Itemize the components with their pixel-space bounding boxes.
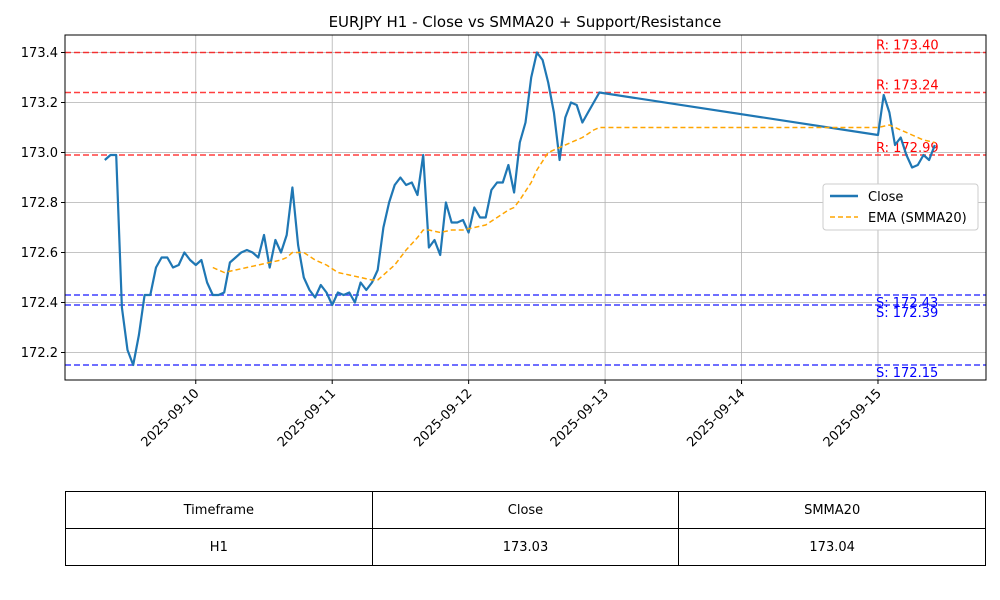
resistance-level-label: R: 172.99 bbox=[876, 141, 939, 156]
table-cell-timeframe: H1 bbox=[65, 528, 373, 566]
legend-smma-label: EMA (SMMA20) bbox=[868, 211, 967, 226]
table-cell-smma20: 173.04 bbox=[678, 528, 986, 566]
support-level-label: S: 172.15 bbox=[876, 366, 938, 381]
chart-area: EURJPY H1 - Close vs SMMA20 + Support/Re… bbox=[21, 13, 987, 450]
x-tick-label: 2025-09-15 bbox=[821, 386, 885, 450]
support-level-label: S: 172.43 bbox=[876, 296, 938, 311]
y-tick-label: 173.2 bbox=[21, 96, 58, 111]
table-header-close: Close bbox=[371, 491, 680, 529]
resistance-level-label: R: 173.24 bbox=[876, 79, 939, 94]
y-axis: 172.2 172.4 172.6 172.8 173.0 173.2 173.4 bbox=[21, 46, 65, 361]
y-tick-label: 172.2 bbox=[21, 346, 58, 361]
x-tick-label: 2025-09-13 bbox=[548, 386, 612, 450]
x-tick-label: 2025-09-11 bbox=[275, 386, 339, 450]
support-level-label: S: 172.39 bbox=[876, 306, 938, 321]
legend: Close EMA (SMMA20) bbox=[822, 183, 979, 231]
y-tick-label: 172.6 bbox=[21, 246, 58, 261]
table-header-row: Timeframe Close SMMA20 bbox=[65, 491, 986, 529]
y-tick-label: 172.8 bbox=[21, 196, 58, 211]
legend-box bbox=[822, 183, 979, 231]
x-tick-label: 2025-09-12 bbox=[411, 386, 475, 450]
x-tick-label: 2025-09-10 bbox=[139, 386, 203, 450]
chart-title: EURJPY H1 - Close vs SMMA20 + Support/Re… bbox=[329, 13, 722, 31]
y-tick-label: 173.4 bbox=[21, 46, 58, 61]
resistance-level-label: R: 173.40 bbox=[876, 39, 939, 54]
plot-frame bbox=[64, 34, 987, 381]
table-header-smma20: SMMA20 bbox=[678, 491, 986, 529]
x-tick-label: 2025-09-14 bbox=[684, 386, 748, 450]
support-resistance-lines: R: 173.40R: 173.24R: 172.99S: 172.43S: 1… bbox=[65, 39, 986, 381]
series-lines bbox=[104, 51, 936, 367]
summary-table: Timeframe Close SMMA20 H1 173.03 173.04 bbox=[65, 491, 986, 566]
x-axis: 2025-09-10 2025-09-11 2025-09-12 2025-09-13… bbox=[139, 380, 885, 450]
table-row: H1 173.03 173.04 bbox=[65, 528, 986, 566]
y-tick-label: 172.4 bbox=[21, 296, 58, 311]
legend-close-label: Close bbox=[868, 190, 903, 205]
close-series-line bbox=[104, 51, 936, 367]
y-tick-label: 173.0 bbox=[21, 146, 58, 161]
table-header-timeframe: Timeframe bbox=[65, 491, 373, 529]
table-cell-close: 173.03 bbox=[371, 528, 680, 566]
smma20-series-line bbox=[212, 124, 935, 281]
